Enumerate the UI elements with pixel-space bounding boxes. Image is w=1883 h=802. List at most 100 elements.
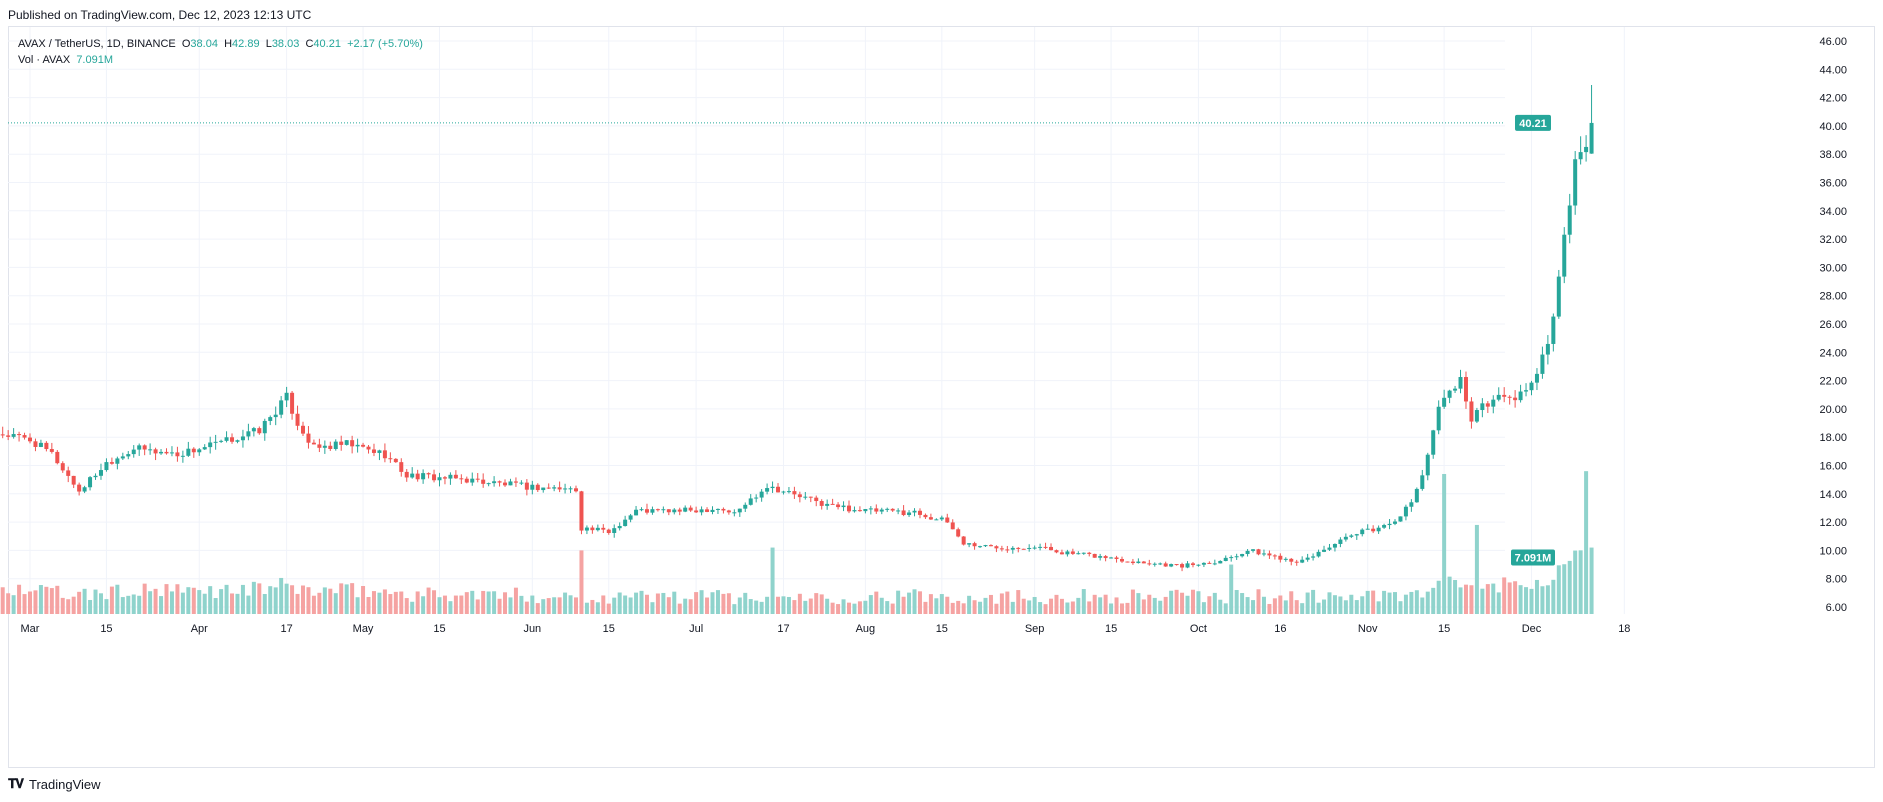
y-tick-label: 40.00 — [1819, 121, 1847, 133]
candle-body — [1283, 558, 1288, 560]
volume-bar — [857, 601, 862, 614]
brand-name[interactable]: TradingView — [29, 776, 101, 792]
volume-bar — [366, 596, 371, 614]
close-label: C — [305, 38, 314, 50]
volume-bar — [503, 592, 508, 614]
volume-bar — [230, 593, 235, 614]
candle-body — [917, 510, 922, 515]
volume-bar — [1098, 597, 1103, 614]
candle-body — [1387, 523, 1392, 526]
candle-body — [1463, 377, 1468, 402]
volume-bar — [579, 550, 584, 614]
candle-body — [492, 481, 497, 484]
candle-body — [639, 509, 644, 511]
chart-frame[interactable] — [8, 26, 1875, 768]
volume-bar — [213, 598, 218, 614]
volume-label[interactable]: Vol · AVAX — [18, 54, 71, 66]
volume-bar — [257, 583, 262, 614]
candle-body — [1152, 563, 1157, 565]
volume-bar — [1267, 603, 1272, 614]
volume-bar — [1311, 589, 1316, 614]
candle-body — [1371, 528, 1376, 532]
volume-bar — [1120, 603, 1124, 614]
candle-body — [1032, 547, 1037, 549]
volume-bar — [1185, 595, 1190, 614]
volume-bar — [208, 586, 213, 614]
volume-bar — [426, 587, 431, 614]
y-tick-label: 38.00 — [1819, 149, 1847, 161]
volume-bar — [765, 596, 770, 614]
volume-bar — [1393, 592, 1397, 614]
volume-bar — [1130, 589, 1135, 614]
volume-bar — [1163, 596, 1168, 614]
candle-body — [1234, 556, 1239, 558]
volume-bar — [1540, 586, 1545, 614]
volume-bar — [333, 593, 338, 614]
candle-body — [295, 413, 300, 426]
candle-body — [333, 441, 338, 449]
volume-bar — [137, 595, 142, 614]
volume-bar — [410, 601, 415, 614]
volume-bar — [11, 595, 16, 614]
volume-bar — [1414, 590, 1419, 614]
candle-body — [612, 528, 617, 533]
x-tick-label: Jul — [689, 623, 703, 635]
x-tick-label: Sep — [1025, 623, 1045, 635]
candle-body — [590, 527, 595, 531]
x-tick-label: 15 — [603, 623, 615, 635]
volume-bar — [628, 597, 633, 614]
volume-bar — [71, 596, 76, 614]
volume-bar — [1425, 591, 1430, 614]
x-tick-label: 17 — [777, 623, 789, 635]
volume-bar — [917, 591, 922, 614]
candle-body — [1491, 399, 1496, 407]
candle-body — [1458, 377, 1463, 389]
volume-bar — [268, 586, 273, 614]
volume-bar — [148, 591, 153, 614]
candle-body — [399, 462, 404, 472]
candle-body — [956, 529, 961, 537]
candle-body — [66, 470, 71, 476]
volume-bar — [912, 589, 917, 614]
candle-body — [710, 509, 715, 512]
candle-body — [748, 498, 753, 505]
volume-bar — [508, 597, 513, 614]
volume-bar — [377, 592, 382, 614]
volume-bar — [224, 584, 229, 614]
volume-bar — [1070, 601, 1075, 614]
candle-body — [1141, 561, 1146, 564]
candle-body — [1190, 563, 1195, 566]
candle-body — [945, 517, 950, 523]
candle-body — [262, 420, 267, 434]
volume-bar — [448, 601, 453, 614]
volume-bar — [175, 584, 180, 614]
candle-body — [1207, 562, 1212, 564]
candle-body — [606, 529, 611, 533]
volume-bar — [1360, 596, 1365, 614]
volume-bar — [563, 592, 568, 614]
volume-bar — [1502, 577, 1507, 614]
candle-body — [819, 501, 824, 506]
volume-bar — [1507, 582, 1512, 614]
candle-body — [175, 452, 180, 457]
candle-body — [808, 496, 813, 498]
volume-bar — [251, 581, 256, 614]
candle-body — [579, 491, 584, 531]
x-tick-label: 15 — [433, 623, 445, 635]
x-tick-label: 15 — [1438, 623, 1450, 635]
candle-body — [584, 527, 589, 531]
candle-body — [803, 496, 808, 498]
tradingview-logo-icon[interactable]: 𝐓𝐕 — [8, 776, 24, 791]
volume-bar — [1354, 600, 1359, 614]
volume-bar — [694, 592, 699, 614]
candle-body — [732, 512, 737, 514]
change-value: +2.17 (+5.70%) — [347, 38, 423, 50]
volume-bar — [322, 587, 327, 614]
volume-bar — [1152, 597, 1157, 614]
volume-bar — [928, 594, 933, 614]
symbol-label[interactable]: AVAX / TetherUS, 1D, BINANCE — [18, 38, 176, 50]
candle-body — [1442, 397, 1447, 407]
candle-body — [1414, 488, 1419, 503]
candle-body — [44, 442, 49, 450]
